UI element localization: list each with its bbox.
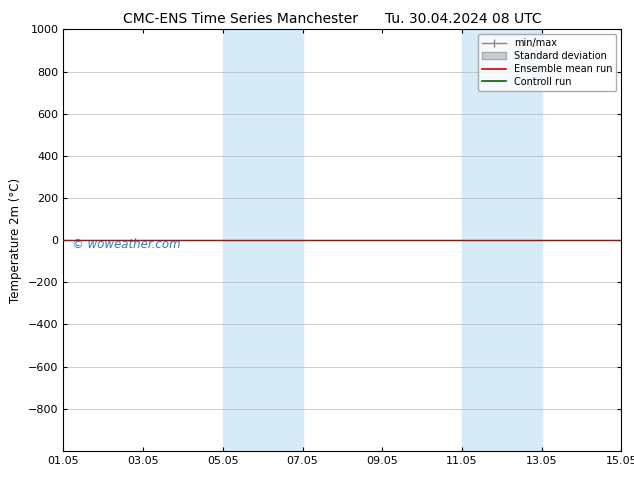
Bar [462,29,541,451]
Legend: min/max, Standard deviation, Ensemble mean run, Controll run: min/max, Standard deviation, Ensemble me… [478,34,616,91]
Y-axis label: Temperature 2m (°C): Temperature 2m (°C) [10,177,22,303]
Text: © woweather.com: © woweather.com [72,238,181,251]
Text: CMC-ENS Time Series Manchester: CMC-ENS Time Series Manchester [124,12,358,26]
Bar [223,29,302,451]
Text: Tu. 30.04.2024 08 UTC: Tu. 30.04.2024 08 UTC [384,12,541,26]
